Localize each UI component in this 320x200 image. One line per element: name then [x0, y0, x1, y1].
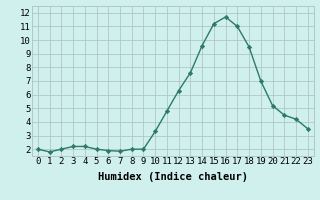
- X-axis label: Humidex (Indice chaleur): Humidex (Indice chaleur): [98, 172, 248, 182]
